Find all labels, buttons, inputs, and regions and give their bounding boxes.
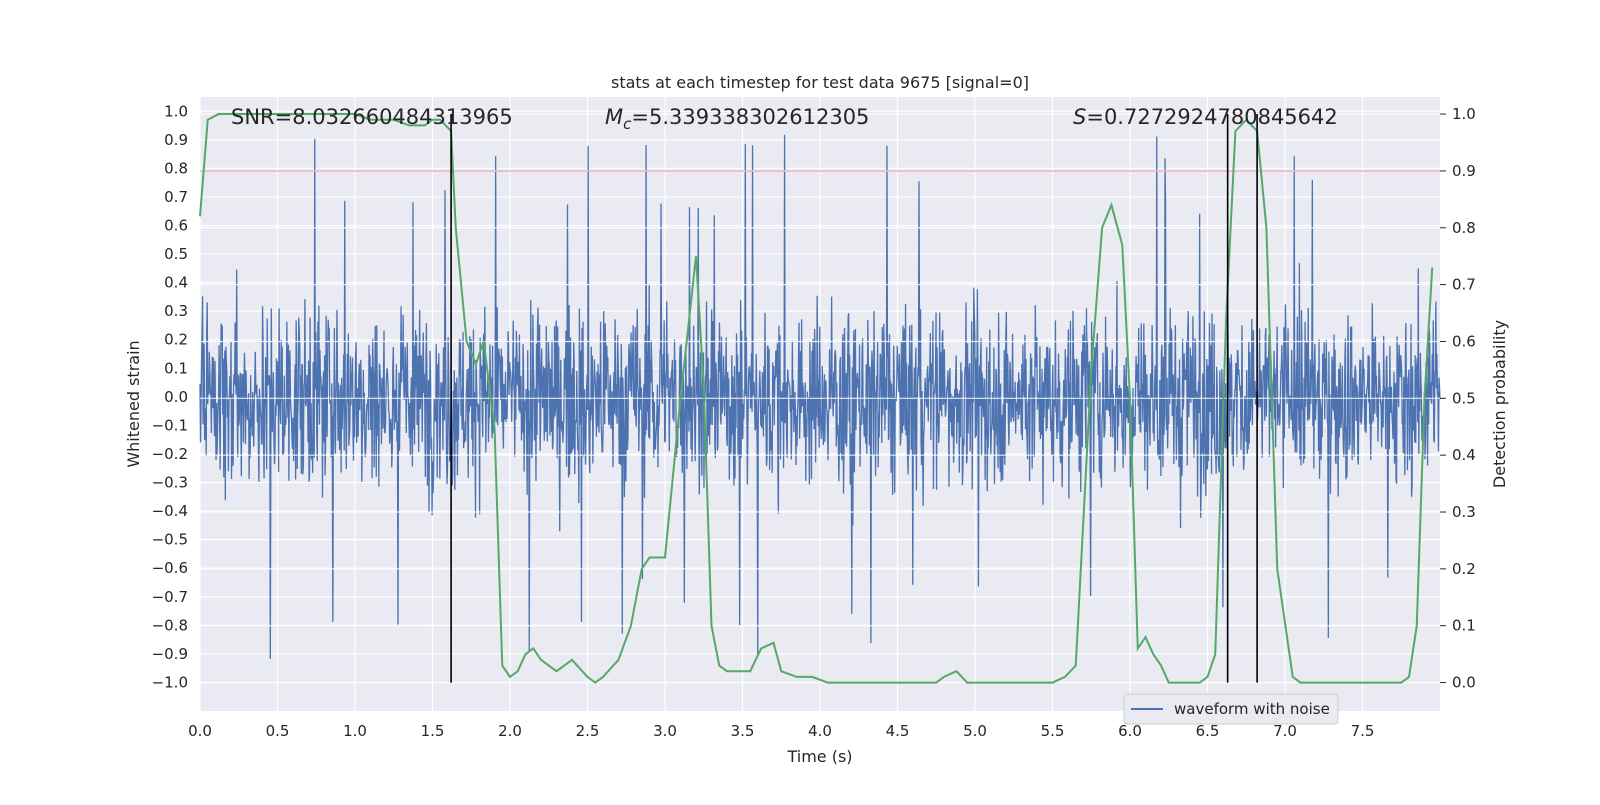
x-tick-label: 4.0: [808, 722, 832, 740]
legend-box: [1123, 693, 1339, 725]
right-y-tick-labels: 1.0 0.9 0.8 0.7 0.6 0.5 0.4 0.3 0.2 0.1 0.0: [1440, 105, 1476, 692]
chirp-mass-annotation: Mc=5.339338302612305: [605, 105, 869, 133]
left-y-tick-label: −0.3: [152, 474, 188, 492]
left-y-tick-label: 1.0: [164, 102, 188, 120]
legend-label-waveform: waveform with noise: [1174, 700, 1330, 718]
right-y-tick-label: 0.4: [1452, 446, 1476, 464]
left-y-tick-label: −0.9: [152, 645, 188, 663]
right-y-tick-label: 0.2: [1452, 560, 1476, 578]
x-tick-label: 5.5: [1041, 722, 1065, 740]
left-y-tick-label: 0.2: [164, 331, 188, 349]
right-y-axis-label: Detection probability: [1490, 320, 1509, 488]
x-tick-label: 1.0: [343, 722, 367, 740]
left-y-tick-label: 0.4: [164, 274, 188, 292]
x-axis-label: Time (s): [786, 747, 852, 766]
x-tick-label: 6.0: [1118, 722, 1142, 740]
left-y-tick-label: 0.3: [164, 302, 188, 320]
x-tick-label: 6.5: [1196, 722, 1220, 740]
x-tick-label: 7.5: [1351, 722, 1375, 740]
probability-line: [199, 113, 1434, 684]
left-y-tick-label: −0.5: [152, 531, 188, 549]
right-y-tick-label: 0.1: [1452, 617, 1476, 635]
s-value: =0.7272924780845642: [1086, 105, 1337, 129]
left-y-tick-label: −0.1: [152, 416, 188, 434]
x-tick-label: 0.0: [188, 722, 212, 740]
left-y-tick-label: −0.8: [152, 616, 188, 634]
left-y-tick-label: 0.1: [164, 359, 188, 377]
left-y-tick-label: 0.6: [164, 217, 188, 235]
vertical-markers: [450, 114, 1258, 683]
chirp-mass-symbol: M: [605, 105, 623, 129]
x-tick-label: 3.5: [731, 722, 755, 740]
right-y-tick-label: 0.7: [1452, 276, 1476, 294]
right-y-tick-label: 0.9: [1452, 162, 1476, 180]
x-tick-label: 1.5: [421, 722, 445, 740]
right-y-tick-label: 0.5: [1452, 389, 1476, 407]
left-y-tick-label: −0.6: [152, 559, 188, 577]
legend: waveform with noise: [1123, 693, 1339, 725]
left-y-tick-label: −0.2: [152, 445, 188, 463]
x-tick-label: 4.5: [886, 722, 910, 740]
left-y-tick-label: 0.7: [164, 188, 188, 206]
probability-series-group: [199, 113, 1434, 684]
left-y-tick-label: −0.4: [152, 502, 188, 520]
right-y-tick-label: 0.0: [1452, 674, 1476, 692]
snr-annotation: SNR=8.032660484313965: [231, 105, 513, 129]
x-tick-label: 5.0: [963, 722, 987, 740]
left-y-tick-label: 0.8: [164, 159, 188, 177]
s-annotation: S=0.7272924780845642: [1073, 105, 1338, 129]
x-tick-label: 2.5: [576, 722, 600, 740]
right-y-tick-label: 0.8: [1452, 219, 1476, 237]
left-y-axis-label: Whitened strain: [124, 340, 143, 467]
right-y-tick-label: 0.3: [1452, 503, 1476, 521]
right-y-tick-label: 1.0: [1452, 105, 1476, 123]
left-y-tick-label: 0.9: [164, 131, 188, 149]
left-y-tick-label: −1.0: [152, 673, 188, 691]
x-tick-label: 2.0: [498, 722, 522, 740]
x-tick-label: 7.0: [1273, 722, 1297, 740]
right-y-tick-label: 0.6: [1452, 332, 1476, 350]
left-y-tick-label: 0.0: [164, 388, 188, 406]
chirp-mass-subscript: c: [623, 115, 632, 133]
left-y-tick-label: 0.5: [164, 245, 188, 263]
chart-title: stats at each timestep for test data 967…: [611, 73, 1029, 92]
left-y-tick-labels: 1.0 0.9 0.8 0.7 0.6 0.5 0.4 0.3 0.2 0.1 0.0 −0.1 −0.…: [152, 102, 188, 691]
x-tick-labels: 0.0 0.5 1.0 1.5 2.0 2.5 3.0 3.5 4.0 4.5 5.0 5.5 6.0 6…: [188, 722, 1374, 740]
chirp-mass-value: =5.339338302612305: [631, 105, 869, 129]
x-tick-label: 3.0: [653, 722, 677, 740]
s-symbol: S: [1073, 105, 1086, 129]
x-tick-label: 0.5: [266, 722, 290, 740]
left-y-tick-label: −0.7: [152, 588, 188, 606]
right-y-gridlines: [200, 113, 1440, 684]
